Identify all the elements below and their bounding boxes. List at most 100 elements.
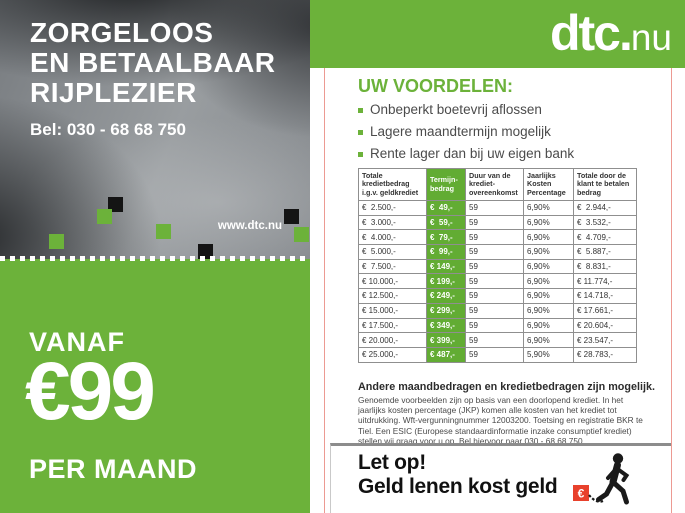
headline-line: EN BETAALBAAR xyxy=(30,47,276,78)
money-chain-walking-man-icon: € xyxy=(573,453,630,505)
table-cell: 59 xyxy=(465,332,524,348)
table-cell: € 23.547,- xyxy=(573,332,637,348)
table-cell: € 79,- xyxy=(426,229,466,246)
table-cell: € 2.944,- xyxy=(573,200,637,216)
table-cell: 59 xyxy=(465,346,524,363)
table-cell: € 59,- xyxy=(426,214,466,231)
car-photo-background: ZORGELOOS EN BETAALBAAR RIJPLEZIER Bel: … xyxy=(0,0,310,259)
info-panel: dtc. nu UW VOORDELEN: Onbeperkt boetevri… xyxy=(310,0,685,513)
table-cell: 59 xyxy=(465,244,524,260)
table-cell: 59 xyxy=(465,200,524,216)
table-header-cell: Jaarlijks Kosten Percentage xyxy=(523,168,574,201)
table-cell: 6,90% xyxy=(523,317,574,334)
table-cell: 6,90% xyxy=(523,273,574,290)
table-cell: 59 xyxy=(465,229,524,246)
table-cell: 5,90% xyxy=(523,346,574,363)
table-cell: € 249,- xyxy=(426,288,466,304)
table-row: € 12.500,- € 249,- 59 6,90% € 14.718,- xyxy=(358,288,637,304)
table-row: € 10.000,- € 199,- 59 6,90% € 11.774,- xyxy=(358,273,637,290)
euro-ball-icon: € xyxy=(573,485,589,501)
table-cell: 6,90% xyxy=(523,229,574,246)
table-cell: € 8.831,- xyxy=(573,258,637,275)
table-cell: € 7.500,- xyxy=(358,258,427,275)
crop-mark-line-right xyxy=(671,68,672,513)
table-cell: 6,90% xyxy=(523,244,574,260)
table-header-cell: Duur van de krediet­overeenkomst xyxy=(465,168,524,201)
decor-square-green xyxy=(49,234,64,249)
decor-square-green xyxy=(156,224,171,239)
table-cell: € 199,- xyxy=(426,273,466,290)
walking-man-icon xyxy=(596,453,630,505)
table-cell: 6,90% xyxy=(523,200,574,216)
price-offer-block: VANAF €99 PER MAAND xyxy=(0,259,310,513)
table-cell: 6,90% xyxy=(523,258,574,275)
table-cell: 59 xyxy=(465,273,524,290)
headline-line: ZORGELOOS xyxy=(30,17,214,48)
table-cell: 59 xyxy=(465,258,524,275)
headline-line: RIJPLEZIER xyxy=(30,77,197,108)
decor-square-black xyxy=(284,209,299,224)
warning-line1: Let op! xyxy=(358,451,426,474)
table-cell: € 14.718,- xyxy=(573,288,637,304)
table-row: € 25.000,- € 487,- 59 5,90% € 28.783,- xyxy=(358,346,637,363)
table-cell: € 3.000,- xyxy=(358,214,427,231)
table-row: € 2.500,- € 49,- 59 6,90% € 2.944,- xyxy=(358,200,637,216)
table-cell: 59 xyxy=(465,317,524,334)
table-cell: € 17.500,- xyxy=(358,317,427,334)
note-body: Genoemde voorbeelden zijn op basis van e… xyxy=(358,395,643,446)
table-row: € 3.000,- € 59,- 59 6,90% € 3.532,- xyxy=(358,214,637,231)
table-row: € 20.000,- € 399,- 59 6,90% € 23.547,- xyxy=(358,332,637,348)
warning-line2: Geld lenen kost geld xyxy=(358,475,558,498)
table-cell: € 28.783,- xyxy=(573,346,637,363)
table-cell: € 4.000,- xyxy=(358,229,427,246)
credit-table-body: € 2.500,- € 49,- 59 6,90% € 2.944,- € 3.000,-… xyxy=(358,200,637,363)
table-cell: € 49,- xyxy=(426,200,466,216)
bullet-square-icon xyxy=(358,151,363,157)
logo-bold-text: dtc. xyxy=(549,5,633,61)
table-row: € 5.000,- € 99,- 59 6,90% € 5.887,- xyxy=(358,244,637,260)
benefit-item: Lagere maandtermijn mogelijk xyxy=(358,121,574,143)
table-cell: 6,90% xyxy=(523,288,574,304)
table-cell: € 17.661,- xyxy=(573,302,637,319)
note-title: Andere maandbedragen en kredietbedragen … xyxy=(358,381,655,393)
chain-icon xyxy=(588,494,604,503)
bullet-square-icon xyxy=(358,107,363,113)
phone-number: Bel: 030 - 68 68 750 xyxy=(30,120,186,139)
benefit-text: Lagere maandtermijn mogelijk xyxy=(370,124,551,139)
warning-text: Let op! Geld lenen kost geld xyxy=(358,451,558,499)
euro-symbol: € xyxy=(578,487,585,501)
table-cell: € 5.000,- xyxy=(358,244,427,260)
benefits-title: UW VOORDELEN: xyxy=(358,76,513,96)
bullet-square-icon xyxy=(358,129,363,135)
table-cell: € 3.532,- xyxy=(573,214,637,231)
table-cell: 6,90% xyxy=(523,214,574,231)
table-cell: € 12.500,- xyxy=(358,288,427,304)
benefit-text: Onbeperkt boetevrij aflossen xyxy=(370,102,542,117)
table-cell: € 5.887,- xyxy=(573,244,637,260)
table-cell: € 399,- xyxy=(426,332,466,348)
table-header-cell: Totale door de klant te betalen bedrag xyxy=(573,168,637,201)
offer-label-top: VANAF xyxy=(29,327,125,357)
benefit-item: Onbeperkt boetevrij aflossen xyxy=(358,99,574,121)
brand-band: dtc. nu xyxy=(310,0,685,68)
table-row: € 7.500,- € 149,- 59 6,90% € 8.831,- xyxy=(358,258,637,275)
credit-table: Totale kredietbedrag i.g.v. geldkrediet … xyxy=(358,168,637,363)
table-cell: € 149,- xyxy=(426,258,466,275)
benefit-text: Rente lager dan bij uw eigen bank xyxy=(370,146,575,161)
credit-warning-box: Let op! Geld lenen kost geld € xyxy=(330,443,671,513)
benefit-item: Rente lager dan bij uw eigen bank xyxy=(358,143,574,165)
offer-amount: €99 xyxy=(25,346,156,437)
decor-square-green xyxy=(97,209,112,224)
decor-square-black xyxy=(108,197,123,212)
decor-square-black xyxy=(198,244,213,259)
table-cell: € 4.709,- xyxy=(573,229,637,246)
table-cell: 59 xyxy=(465,302,524,319)
website-url: www.dtc.nu xyxy=(217,220,282,232)
dashed-divider xyxy=(0,256,310,261)
table-header-cell: Termijn­bedrag xyxy=(426,168,466,201)
table-row: € 4.000,- € 79,- 59 6,90% € 4.709,- xyxy=(358,229,637,246)
offer-label-bottom: PER MAAND xyxy=(29,454,198,484)
table-cell: € 2.500,- xyxy=(358,200,427,216)
table-header-cell: Totale kredietbedrag i.g.v. geldkrediet xyxy=(358,168,427,201)
